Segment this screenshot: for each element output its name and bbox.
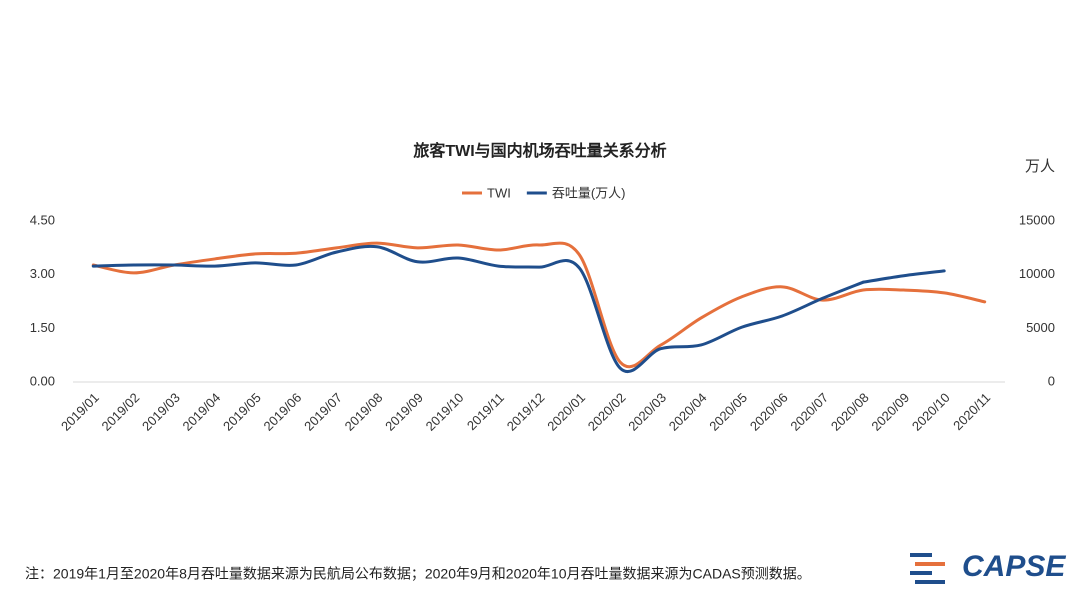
x-tick-label: 2020/04: [666, 390, 710, 434]
y2-tick-label: 5000: [1026, 320, 1055, 335]
legend-label: TWI: [487, 185, 511, 200]
x-tick-label: 2019/05: [220, 390, 264, 434]
logo: CAPSE: [962, 550, 1066, 583]
x-tick-label: 2020/02: [585, 390, 629, 434]
series-line: [91, 241, 987, 369]
x-tick-label: 2020/07: [787, 390, 831, 434]
x-tick-label: 2020/03: [625, 390, 669, 434]
x-tick-label: 2019/09: [382, 390, 426, 434]
x-tick-label: 2019/02: [98, 390, 142, 434]
chart-title: 旅客TWI与国内机场吞吐量关系分析: [413, 141, 666, 160]
x-tick-label: 2019/12: [504, 390, 548, 434]
x-tick-label: 2020/06: [747, 390, 791, 434]
y-tick-label: 0.00: [30, 373, 55, 388]
x-tick-label: 2020/01: [544, 390, 588, 434]
x-tick-label: 2019/01: [58, 390, 102, 434]
x-tick-label: 2020/10: [909, 390, 953, 434]
x-tick-label: 2019/04: [180, 390, 224, 434]
x-tick-label: 2020/11: [950, 390, 993, 433]
x-tick-label: 2020/09: [868, 390, 912, 434]
series-line: [861, 269, 946, 284]
y2-tick-label: 10000: [1019, 266, 1055, 281]
x-tick-label: 2019/03: [139, 390, 183, 434]
y2-tick-label: 15000: [1019, 212, 1055, 227]
logo-stripes: [910, 553, 945, 584]
x-tick-label: 2020/05: [706, 390, 750, 434]
x-tick-label: 2019/11: [464, 390, 507, 433]
y-tick-label: 4.50: [30, 212, 55, 227]
y-tick-label: 1.50: [30, 320, 55, 335]
legend-label: 吞吐量(万人): [552, 185, 626, 200]
footnote: 注：2019年1月至2020年8月吞吐量数据来源为民航局公布数据；2020年9月…: [25, 566, 811, 583]
x-tick-label: 2019/07: [301, 390, 345, 434]
x-tick-label: 2019/08: [342, 390, 386, 434]
x-tick-label: 2020/08: [828, 390, 872, 434]
y2-unit: 万人: [1025, 158, 1055, 175]
x-tick-label: 2019/10: [423, 390, 467, 434]
x-tick-label: 2019/06: [261, 390, 305, 434]
series-line: [91, 244, 865, 373]
y-tick-label: 3.00: [30, 266, 55, 281]
y2-tick-label: 0: [1048, 373, 1055, 388]
